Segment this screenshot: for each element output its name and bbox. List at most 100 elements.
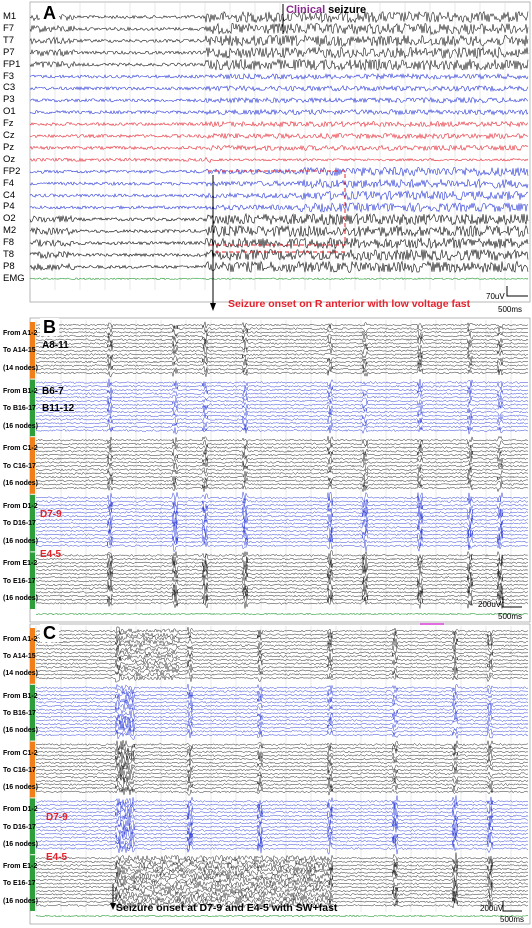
panel-c-group-label: To A14-15 [3, 653, 36, 661]
panel-c-trace [35, 715, 529, 726]
panel-b-trace [35, 570, 529, 584]
channel-trace-t8 [29, 248, 529, 262]
panel-b-group-label: To E16-17 [3, 577, 36, 585]
panel-b-trace [35, 396, 529, 406]
panel-b-trace [35, 524, 529, 537]
panel-b-group-label: To D16-17 [3, 520, 36, 528]
panel-b-trace [35, 457, 529, 467]
panel-c-trace [35, 704, 528, 714]
panel-c-trace [35, 810, 529, 822]
channel-trace-oz [29, 156, 529, 163]
panel-c-trace [35, 648, 529, 658]
panel-b-trace [35, 528, 529, 542]
panel-b-trace [35, 365, 529, 374]
panel-b-trace [35, 476, 529, 486]
panel-b-group-label: (16 nodes) [3, 422, 39, 430]
panel-c-trace [35, 776, 529, 785]
channel-label-emg: EMG [3, 272, 25, 284]
panel-b-trace [35, 407, 529, 417]
panel-b-trace [35, 361, 529, 370]
channel-label-m1: M1 [3, 11, 17, 22]
channel-trace-f3 [29, 72, 529, 81]
panel-b-group-label: From C1-2 [3, 445, 38, 453]
onset-arrow-head-a [210, 303, 216, 311]
panel-c-trace [35, 838, 529, 851]
panel-b-trace [35, 597, 529, 609]
panel-b-trace [35, 479, 528, 489]
panel-b-group-label: From A1-2 [3, 330, 38, 337]
channel-label-p3: P3 [3, 94, 15, 106]
panel-b-trace [35, 582, 529, 596]
panel-c-trace [35, 818, 529, 830]
channel-label-f7: F7 [3, 22, 15, 34]
panel-c-trace [35, 633, 529, 643]
panel-c-trace [35, 670, 529, 679]
seizure-word: seizure [325, 4, 367, 16]
panel-c-trace [35, 814, 529, 826]
panel-c-trace [35, 690, 529, 700]
clinical-seizure-note: Clinical seizure [286, 4, 366, 16]
channel-label-p8: P8 [3, 260, 15, 272]
panel-c-trace [35, 761, 529, 772]
panel-c-trace [35, 806, 529, 819]
panel-c-trace [35, 899, 529, 910]
panel-c-trace [35, 697, 529, 707]
panel-b-trace [35, 586, 529, 599]
panel-c-group-label: (14 nodes) [3, 670, 39, 678]
panel-c-group-label: From B1-2 [3, 692, 38, 700]
annot-d7-9-b: D7-9 [40, 509, 62, 520]
panel-b-trace [35, 509, 529, 523]
panel-c-trace [35, 666, 529, 676]
panel-c-trace [35, 683, 529, 693]
panel-b-trace [35, 465, 529, 474]
annot-d7-9-c: D7-9 [46, 812, 68, 823]
panel-c-group-bar [30, 628, 35, 684]
panel-c-group-label: From D1-2 [3, 806, 38, 814]
panel-b-trace [35, 473, 529, 482]
scale-bar-b [502, 597, 522, 608]
channel-label-o1: O1 [3, 106, 16, 118]
panel-b-trace [35, 556, 529, 570]
channel-label-fp2: FP2 [3, 165, 21, 177]
channel-trace-f8 [29, 236, 529, 250]
panel-c-emg-trace [35, 914, 529, 918]
panel-b-group-label: From B1-2 [3, 387, 38, 395]
scale-time-a: 500ms [498, 305, 523, 314]
panel-c-trace [35, 709, 529, 719]
channel-trace-p3 [29, 96, 529, 104]
panel-b-trace [35, 324, 529, 334]
panel-b-trace [35, 342, 529, 352]
panel-b-trace [35, 349, 529, 360]
panel-c-group-bar [30, 798, 35, 855]
onset-note-a: Seizure onset on R anterior with low vol… [228, 298, 471, 310]
panel-c-trace [35, 769, 529, 778]
panel-b-trace [35, 450, 529, 460]
annot-e4-5-b: E4-5 [40, 549, 62, 560]
channel-label-c3: C3 [3, 82, 16, 94]
panel-b-trace [35, 532, 529, 545]
panel-b-trace [35, 462, 528, 471]
panel-c-group-label: (16 nodes) [3, 727, 39, 735]
panel-b-group-label: (16 nodes) [3, 595, 39, 603]
panel-c-trace [35, 723, 529, 733]
panel-c-trace [35, 673, 529, 683]
panel-c-group-bar [30, 855, 35, 911]
panel-b-trace [35, 539, 529, 553]
panel-c-trace [35, 701, 529, 711]
panel-b-trace [35, 378, 529, 388]
panel-c-trace [35, 655, 529, 665]
panel-c-trace [35, 754, 529, 764]
channel-label-t7: T7 [3, 34, 15, 46]
panel-b-trace [35, 338, 529, 348]
panel-c-group-bar [30, 741, 35, 798]
panel-b-trace [35, 422, 529, 432]
panel-b-trace [35, 578, 529, 592]
channel-trace-fz [29, 120, 529, 128]
panel-c-group-bar [30, 684, 35, 741]
panel-b-trace [35, 385, 529, 395]
panel-b-trace [35, 536, 529, 549]
panel-c-trace [35, 773, 529, 782]
panel-b-group-label: To B16-17 [3, 405, 36, 413]
channel-label-f4: F4 [3, 177, 15, 189]
channel-label-oz: Oz [3, 153, 16, 165]
